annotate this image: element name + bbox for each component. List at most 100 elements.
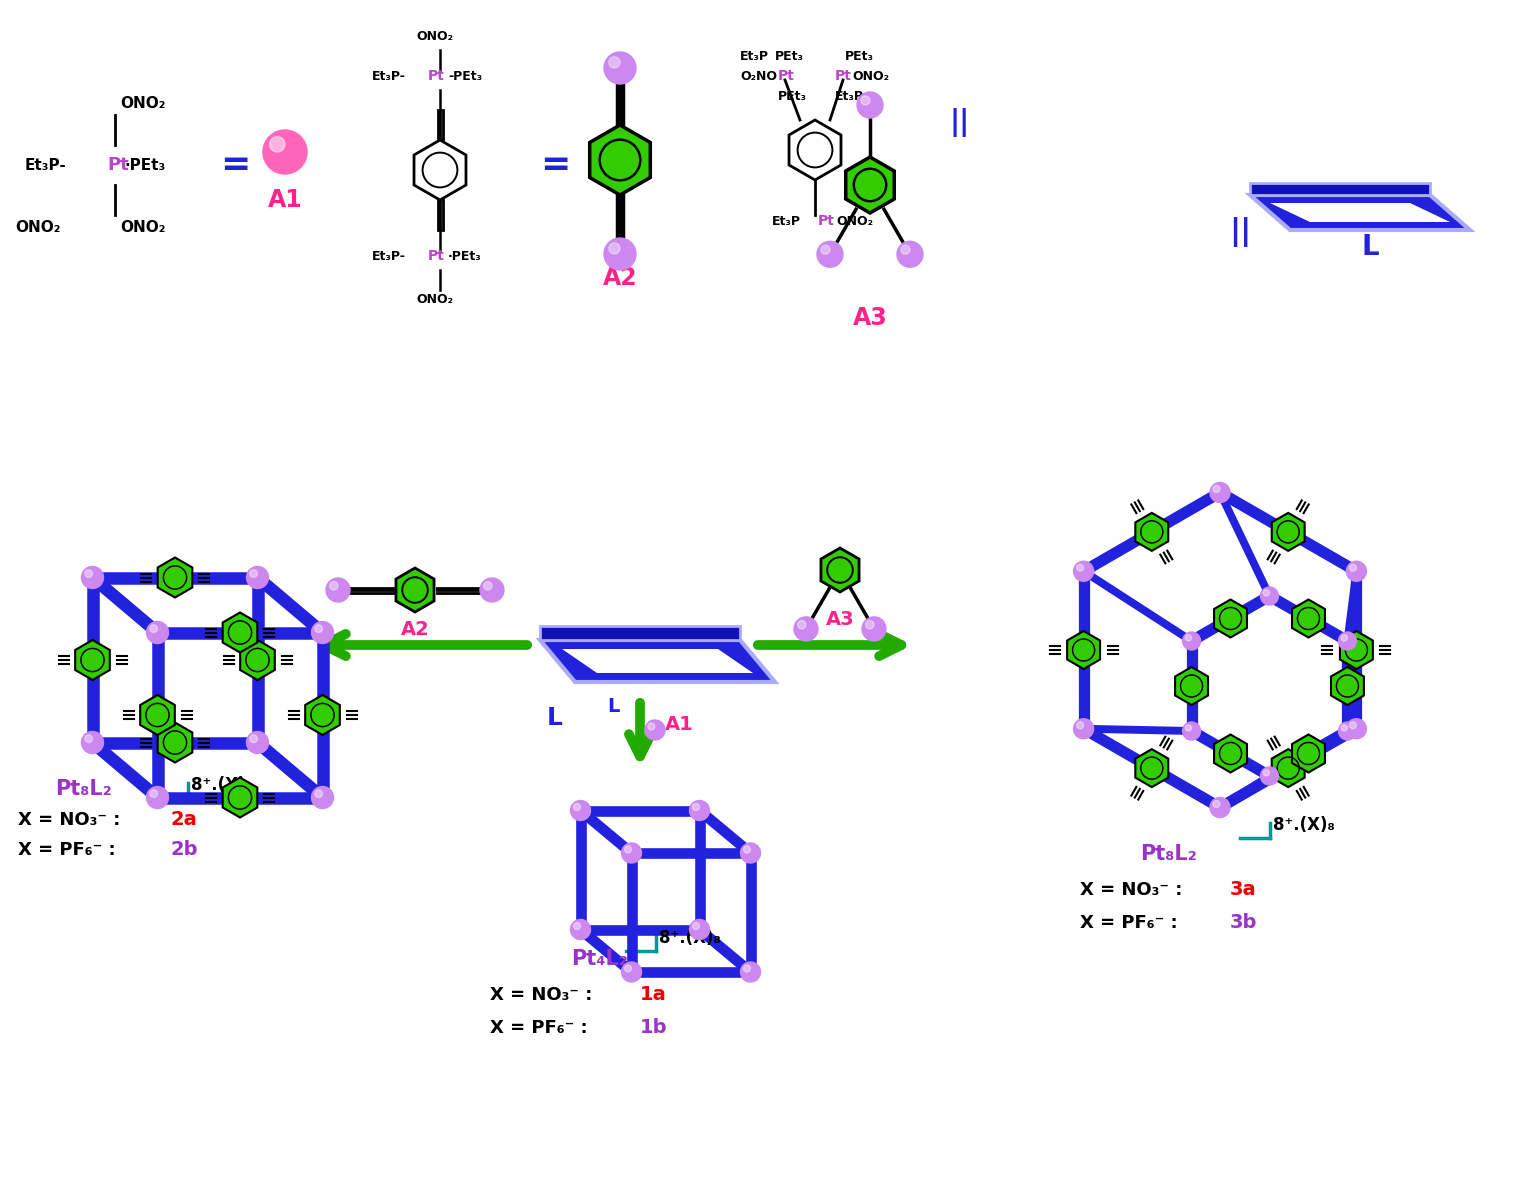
Circle shape [621,843,641,864]
Text: X = NO₃⁻ :: X = NO₃⁻ : [491,986,598,1004]
Polygon shape [540,640,775,682]
Text: Et₃P-: Et₃P- [25,157,66,173]
Text: X = NO₃⁻ :: X = NO₃⁻ : [18,811,126,829]
Polygon shape [821,548,860,592]
Text: Et₃P-: Et₃P- [372,70,406,83]
Text: ||: || [950,108,970,137]
Circle shape [483,581,492,590]
Text: Pt₄L₂: Pt₄L₂ [572,949,629,969]
Circle shape [794,617,818,641]
Circle shape [1261,587,1278,605]
Circle shape [740,962,760,982]
Circle shape [1341,634,1347,641]
Circle shape [1210,483,1230,502]
Circle shape [621,962,641,982]
Text: 8⁺.(X)₈: 8⁺.(X)₈ [1273,815,1335,833]
Circle shape [571,801,591,820]
Text: Pt₈L₂: Pt₈L₂ [1140,844,1197,864]
Circle shape [1077,564,1084,572]
Circle shape [821,245,831,255]
Polygon shape [305,695,340,735]
Circle shape [149,790,157,797]
Text: Et₃P-: Et₃P- [372,250,406,263]
Circle shape [249,569,257,578]
Text: Et₃P: Et₃P [835,90,864,103]
Circle shape [571,920,591,939]
Text: 2a: 2a [171,809,197,829]
Text: ONO₂: ONO₂ [417,30,454,43]
Text: ONO₂: ONO₂ [15,220,60,234]
Polygon shape [1250,183,1430,195]
Text: -PEt₃: -PEt₃ [448,70,481,83]
Text: 3b: 3b [1230,913,1258,932]
Polygon shape [1270,203,1450,222]
Polygon shape [846,157,894,213]
Circle shape [1349,722,1357,729]
Polygon shape [1213,599,1247,638]
Circle shape [326,578,351,602]
Polygon shape [140,695,175,735]
Circle shape [1074,718,1094,739]
Text: X = NO₃⁻ :: X = NO₃⁻ : [1080,882,1189,900]
Circle shape [798,621,806,629]
Circle shape [1338,632,1357,650]
Polygon shape [1067,631,1100,669]
Polygon shape [1135,749,1169,787]
Circle shape [1074,561,1094,581]
Circle shape [263,130,308,174]
Text: PEt₃: PEt₃ [844,50,874,62]
Polygon shape [1135,513,1169,551]
Text: A3: A3 [852,306,887,330]
Circle shape [743,964,751,972]
Circle shape [1186,724,1192,731]
Circle shape [1261,767,1278,785]
Circle shape [861,96,871,104]
Circle shape [246,567,269,588]
Text: 2b: 2b [171,839,197,859]
Polygon shape [1250,195,1470,231]
Circle shape [1346,561,1366,581]
Text: ONO₂: ONO₂ [120,220,166,234]
Text: ONO₂: ONO₂ [837,215,874,228]
Text: A2: A2 [400,620,429,639]
Circle shape [609,243,620,253]
Circle shape [624,846,632,853]
Circle shape [249,735,257,742]
Circle shape [85,735,92,742]
Polygon shape [1175,667,1207,705]
Polygon shape [414,141,466,201]
Polygon shape [1292,599,1324,638]
Polygon shape [540,626,740,640]
Polygon shape [589,125,651,195]
Circle shape [897,241,923,268]
Text: =: = [540,148,571,183]
Text: A2: A2 [603,265,637,289]
Polygon shape [158,723,192,763]
Polygon shape [789,120,841,180]
Text: PEt₃: PEt₃ [778,90,807,103]
Polygon shape [223,613,257,652]
Polygon shape [1272,749,1304,787]
Circle shape [1213,801,1220,807]
Text: A3: A3 [826,610,854,629]
Polygon shape [1272,513,1304,551]
Text: A1: A1 [268,189,303,213]
Text: Et₃P: Et₃P [740,50,769,62]
Circle shape [1077,722,1084,729]
Circle shape [82,731,103,753]
Text: O₂NO: O₂NO [740,70,777,83]
Text: ·PEt₃: ·PEt₃ [448,250,481,263]
Text: Pt: Pt [428,68,444,83]
Text: X = PF₆⁻ :: X = PF₆⁻ : [18,841,122,859]
Text: L: L [1361,233,1378,261]
Circle shape [312,621,334,644]
Circle shape [689,801,709,820]
Text: ONO₂: ONO₂ [417,293,454,306]
Circle shape [1346,718,1366,739]
Circle shape [740,843,760,864]
Circle shape [1263,770,1269,776]
Circle shape [574,803,580,811]
Text: L: L [608,697,620,716]
Circle shape [817,241,843,268]
Circle shape [329,581,338,590]
